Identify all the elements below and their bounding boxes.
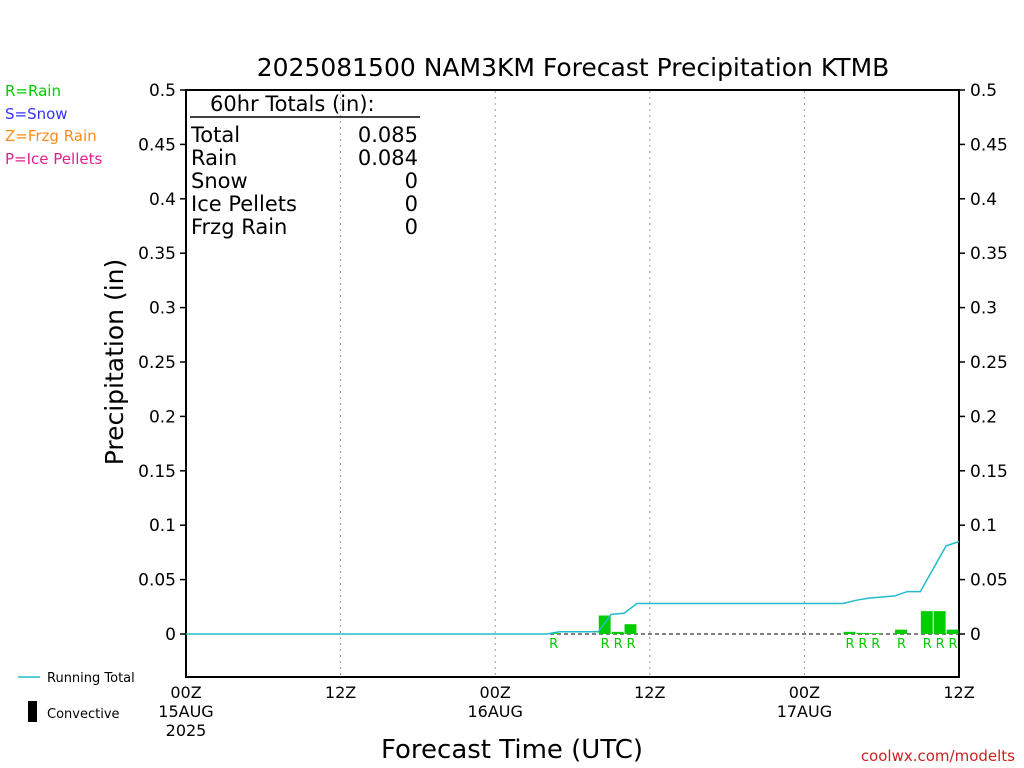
x-tick-label: 15AUG xyxy=(158,702,213,721)
plot-frame xyxy=(185,89,960,678)
x-tick-label: 00Z xyxy=(789,683,820,702)
y-tick-label-left: 0.05 xyxy=(138,571,176,591)
totals-box: 60hr Totals (in): Total 0.085 Rain 0.084 Sno… xyxy=(190,92,420,239)
running-total-polyline xyxy=(186,540,960,635)
rain-bar xyxy=(624,624,637,634)
precip-code: R xyxy=(549,637,558,652)
precip-type-legend: R=Rain S=Snow Z=Frzg Rain P=Ice Pellets xyxy=(5,82,102,168)
x-tick-label: 00Z xyxy=(170,683,201,702)
y-tick-label-right: 0.35 xyxy=(970,244,1008,264)
y-tick-label-right: 0.5 xyxy=(970,81,997,101)
x-tick-label: 12Z xyxy=(634,683,665,702)
precip-code: R xyxy=(845,637,854,652)
x-tick-label: 2025 xyxy=(166,721,207,740)
totals-row-value: 0 xyxy=(405,169,418,193)
rain-bar xyxy=(611,631,624,634)
y-tick-label-left: 0.45 xyxy=(138,135,176,155)
precip-code: R xyxy=(923,637,932,652)
rain-bar xyxy=(920,611,933,634)
rain-bar xyxy=(946,629,959,634)
x-tick-label: 00Z xyxy=(480,683,511,702)
totals-row-value: 0.084 xyxy=(358,146,418,170)
y-tick-label-right: 0.45 xyxy=(970,135,1008,155)
totals-row-label: Snow xyxy=(191,169,248,193)
x-tick-label: 12Z xyxy=(325,683,356,702)
y-tick-label-right: 0.3 xyxy=(970,299,997,319)
y-tick-label-left: 0 xyxy=(165,625,176,645)
totals-row-label: Frzg Rain xyxy=(191,215,287,239)
convective-swatch xyxy=(28,701,37,722)
y-tick-label-right: 0.05 xyxy=(970,571,1008,591)
rain-bars xyxy=(547,611,959,634)
running-total-legend-label: Running Total xyxy=(47,671,135,686)
convective-legend-label: Convective xyxy=(47,707,120,722)
y-tick-label-right: 0.1 xyxy=(970,516,997,536)
vertical-gridlines xyxy=(340,91,805,676)
legend-rain-label: R=Rain xyxy=(5,82,61,100)
rain-bar xyxy=(933,611,946,634)
totals-row-value: 0.085 xyxy=(358,123,418,147)
rain-bar xyxy=(869,633,882,634)
totals-row-label: Total xyxy=(190,123,240,147)
legend-ice-pellets-label: P=Ice Pellets xyxy=(5,150,102,168)
precip-code: R xyxy=(897,637,906,652)
bottom-legend: Running Total Convective xyxy=(18,671,135,722)
precip-code: R xyxy=(858,637,867,652)
y-tick-label-left: 0.5 xyxy=(149,81,176,101)
y-tick-label-right: 0.25 xyxy=(970,353,1008,373)
totals-row-value: 0 xyxy=(405,215,418,239)
y-axis-ticks: 0 00.05 0.050.1 0.10.15 0.150.2 0.20.25 0.250.… xyxy=(138,81,1008,645)
precip-code: R xyxy=(949,637,958,652)
y-tick-label-left: 0.35 xyxy=(138,244,176,264)
precip-code: R xyxy=(614,637,623,652)
legend-frzg-rain-label: Z=Frzg Rain xyxy=(5,127,97,145)
chart-title: 2025081500 NAM3KM Forecast Precipitation… xyxy=(257,53,890,82)
y-tick-label-left: 0.1 xyxy=(149,516,176,536)
x-tick-label: 17AUG xyxy=(777,702,832,721)
precip-code: R xyxy=(871,637,880,652)
totals-rows: Total 0.085 Rain 0.084 Snow 0 Ice Pellets 0 Frzg… xyxy=(190,123,418,239)
precip-code: R xyxy=(936,637,945,652)
y-tick-label-right: 0.15 xyxy=(970,462,1008,482)
y-tick-label-left: 0.2 xyxy=(149,407,176,427)
y-tick-label-left: 0.4 xyxy=(149,190,176,210)
totals-row-label: Rain xyxy=(191,146,237,170)
rain-bar xyxy=(598,615,611,634)
x-tick-label: 12Z xyxy=(943,683,974,702)
y-tick-label-left: 0.15 xyxy=(138,462,176,482)
y-tick-label-right: 0.2 xyxy=(970,407,997,427)
credit-text: coolwx.com/modelts xyxy=(861,747,1015,765)
y-tick-label-right: 0.4 xyxy=(970,190,997,210)
totals-row-value: 0 xyxy=(405,192,418,216)
rain-bar xyxy=(895,629,907,634)
precip-code: R xyxy=(601,637,610,652)
precip-code: R xyxy=(626,637,635,652)
totals-header: 60hr Totals (in): xyxy=(210,92,375,116)
y-tick-label-left: 0.3 xyxy=(149,299,176,319)
rain-bar xyxy=(856,632,869,634)
running-total-line xyxy=(186,540,960,635)
legend-snow-label: S=Snow xyxy=(5,105,68,123)
y-tick-label-right: 0 xyxy=(970,625,981,645)
x-axis-label: Forecast Time (UTC) xyxy=(381,735,643,765)
y-axis-label: Precipitation (in) xyxy=(100,259,129,466)
y-tick-label-left: 0.25 xyxy=(138,353,176,373)
x-tick-label: 16AUG xyxy=(467,702,522,721)
rain-bar xyxy=(843,631,856,634)
totals-row-label: Ice Pellets xyxy=(191,192,297,216)
